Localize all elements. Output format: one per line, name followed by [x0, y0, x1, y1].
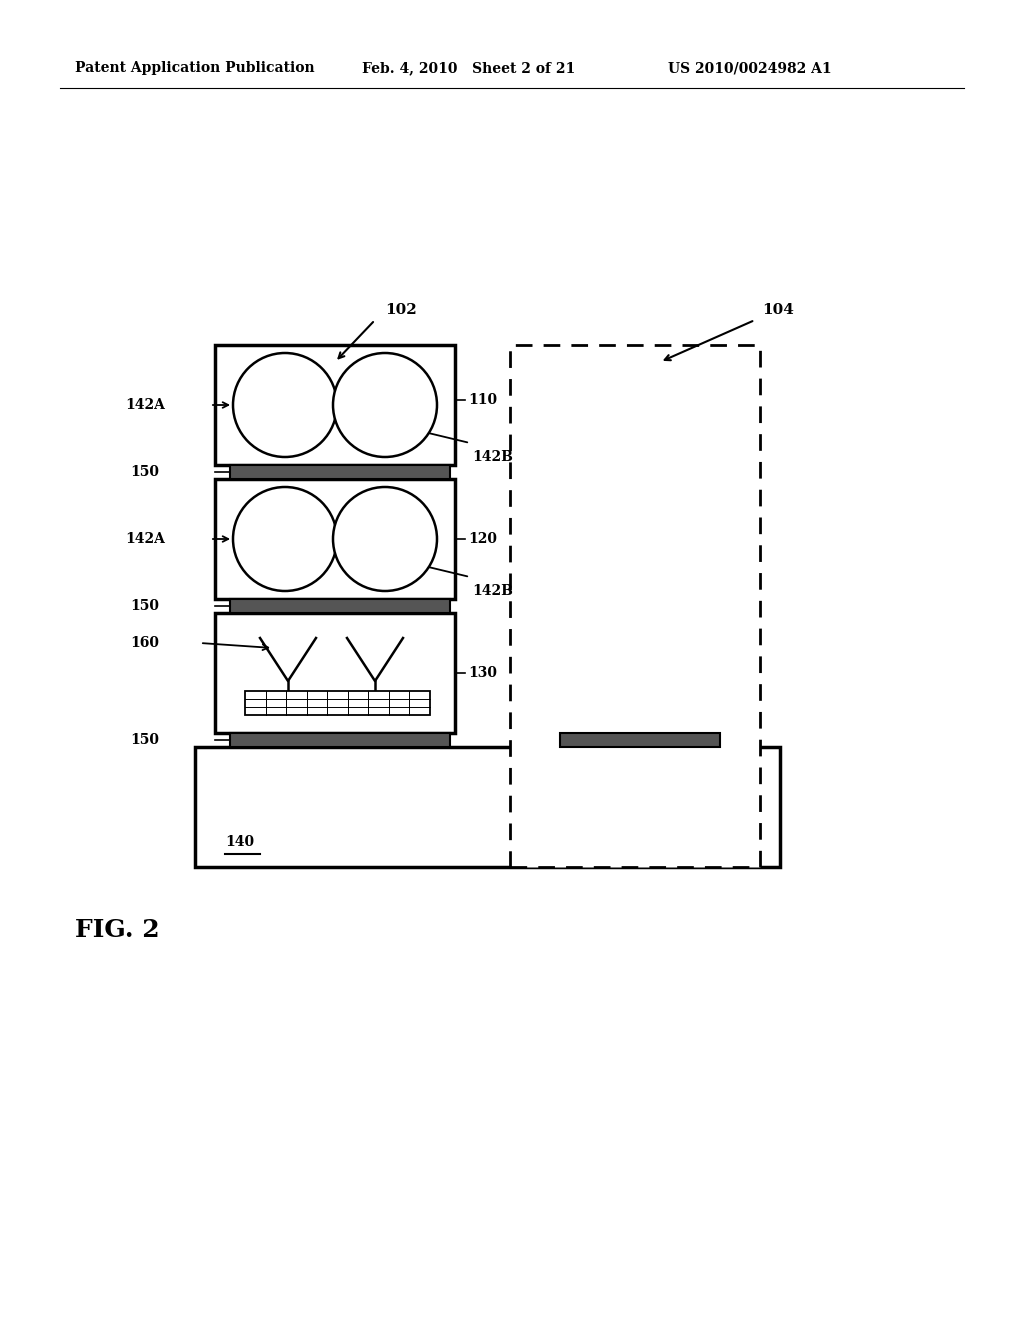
- Text: Patent Application Publication: Patent Application Publication: [75, 61, 314, 75]
- Bar: [230, 465, 450, 479]
- Text: Feb. 4, 2010   Sheet 2 of 21: Feb. 4, 2010 Sheet 2 of 21: [362, 61, 575, 75]
- Text: 150: 150: [130, 599, 159, 612]
- Text: FIG. 2: FIG. 2: [75, 917, 160, 942]
- Text: 142A: 142A: [125, 532, 165, 546]
- Bar: [215, 345, 455, 465]
- Text: 142B: 142B: [472, 450, 513, 465]
- Text: 150: 150: [130, 465, 159, 479]
- Bar: [560, 733, 720, 747]
- Bar: [195, 747, 780, 867]
- Text: US 2010/0024982 A1: US 2010/0024982 A1: [668, 61, 831, 75]
- Bar: [215, 479, 455, 599]
- Text: 130: 130: [468, 667, 497, 680]
- Text: 120: 120: [468, 532, 497, 546]
- Bar: [230, 599, 450, 612]
- Text: 160: 160: [130, 636, 159, 649]
- Bar: [245, 690, 430, 715]
- Ellipse shape: [233, 487, 337, 591]
- Text: 142A: 142A: [125, 399, 165, 412]
- Text: 142B: 142B: [472, 583, 513, 598]
- Ellipse shape: [333, 352, 437, 457]
- Text: 150: 150: [130, 733, 159, 747]
- Text: 102: 102: [385, 304, 417, 317]
- Ellipse shape: [333, 487, 437, 591]
- Bar: [215, 612, 455, 733]
- Ellipse shape: [233, 352, 337, 457]
- Bar: [510, 345, 760, 867]
- Text: 140: 140: [225, 836, 254, 849]
- Text: 104: 104: [762, 304, 794, 317]
- Bar: [230, 733, 450, 747]
- Text: 110: 110: [468, 393, 497, 407]
